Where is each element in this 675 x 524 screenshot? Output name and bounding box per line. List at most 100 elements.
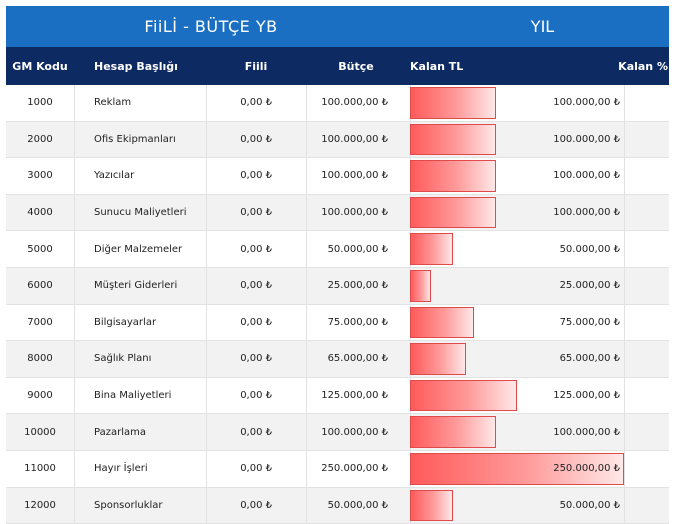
gm-code-cell: 3000	[27, 170, 53, 182]
remaining-amount-cell: 100.000,00 ₺	[553, 207, 620, 219]
account-title-cell: Diğer Malzemeler	[94, 243, 183, 255]
report-title-bar: FiiLİ - BÜTÇE YB YIL	[6, 6, 669, 47]
actual-amount-cell: 0,00 ₺	[240, 499, 272, 511]
budget-amount-cell: 100.000,00 ₺	[321, 97, 388, 109]
column-divider	[206, 267, 207, 304]
column-header-remaining-percent[interactable]: Kalan %	[618, 59, 668, 73]
account-title-cell: Pazarlama	[94, 426, 146, 438]
column-divider	[74, 85, 75, 121]
column-divider	[206, 377, 207, 414]
table-row[interactable]: 8000 Sağlık Planı 0,00 ₺ 65.000,00 ₺ 65.000,…	[6, 341, 669, 378]
table-row[interactable]: 12000 Sponsorluklar 0,00 ₺ 50.000,00 ₺ 50.00…	[6, 487, 669, 524]
column-header-actual[interactable]: Fiili	[244, 59, 268, 73]
remaining-amount-cell: 65.000,00 ₺	[559, 353, 620, 365]
column-divider	[74, 414, 75, 450]
column-divider	[624, 231, 625, 267]
account-title-cell: Sunucu Maliyetleri	[94, 207, 187, 219]
column-divider	[74, 304, 75, 341]
remaining-amount-cell: 125.000,00 ₺	[553, 390, 620, 402]
budget-amount-cell: 100.000,00 ₺	[321, 170, 388, 182]
gm-code-cell: 10000	[24, 426, 56, 438]
table-row[interactable]: 11000 Hayır İşleri 0,00 ₺ 250.000,00 ₺ 250.0…	[6, 450, 669, 488]
column-divider	[624, 377, 625, 414]
account-title-cell: Müşteri Giderleri	[94, 280, 178, 292]
remaining-data-bar	[410, 160, 496, 192]
actual-vs-budget-title: FiiLİ - BÜTÇE YB	[144, 17, 278, 36]
column-divider	[624, 194, 625, 231]
actual-amount-cell: 0,00 ₺	[240, 97, 272, 109]
column-divider	[206, 487, 207, 524]
remaining-amount-cell: 50.000,00 ₺	[559, 499, 620, 511]
remaining-data-bar	[410, 489, 453, 522]
column-divider	[624, 158, 625, 194]
budget-amount-cell: 100.000,00 ₺	[321, 426, 388, 438]
column-divider	[624, 267, 625, 304]
remaining-data-bar	[410, 306, 474, 339]
actual-amount-cell: 0,00 ₺	[240, 463, 272, 475]
column-divider	[74, 231, 75, 267]
budget-amount-cell: 125.000,00 ₺	[321, 390, 388, 402]
remaining-data-bar	[410, 123, 496, 156]
column-divider	[74, 158, 75, 194]
column-divider	[306, 194, 307, 231]
account-title-cell: Ofis Ekipmanları	[94, 133, 176, 145]
column-divider	[206, 414, 207, 450]
column-divider	[306, 414, 307, 450]
remaining-amount-cell: 100.000,00 ₺	[553, 133, 620, 145]
table-row[interactable]: 1000 Reklam 0,00 ₺ 100.000,00 ₺ 100.000,00 ₺	[6, 85, 669, 122]
column-divider	[306, 158, 307, 194]
account-title-cell: Bilgisayarlar	[94, 316, 157, 328]
remaining-data-bar	[410, 452, 624, 485]
column-divider	[206, 85, 207, 121]
table-row[interactable]: 9000 Bina Maliyetleri 0,00 ₺ 125.000,00 ₺ 12…	[6, 377, 669, 415]
column-divider	[306, 341, 307, 377]
gm-code-cell: 4000	[27, 207, 53, 219]
budget-amount-cell: 50.000,00 ₺	[327, 499, 388, 511]
table-row[interactable]: 7000 Bilgisayarlar 0,00 ₺ 75.000,00 ₺ 75.000…	[6, 304, 669, 342]
column-divider	[206, 450, 207, 487]
column-header-account-title[interactable]: Hesap Başlığı	[94, 59, 178, 73]
table-row[interactable]: 2000 Ofis Ekipmanları 0,00 ₺ 100.000,00 ₺ 10…	[6, 121, 669, 159]
table-row[interactable]: 5000 Diğer Malzemeler 0,00 ₺ 50.000,00 ₺ 50.…	[6, 231, 669, 268]
budget-table-body: 1000 Reklam 0,00 ₺ 100.000,00 ₺ 100.000,00 ₺…	[6, 85, 669, 524]
table-row[interactable]: 3000 Yazıcılar 0,00 ₺ 100.000,00 ₺ 100.000,0…	[6, 158, 669, 195]
remaining-amount-cell: 75.000,00 ₺	[559, 316, 620, 328]
remaining-data-bar	[410, 416, 496, 448]
budget-amount-cell: 50.000,00 ₺	[327, 243, 388, 255]
column-divider	[74, 341, 75, 377]
gm-code-cell: 8000	[27, 353, 53, 365]
column-divider	[306, 377, 307, 414]
column-divider	[624, 414, 625, 450]
column-divider	[206, 158, 207, 194]
remaining-data-bar	[410, 343, 466, 375]
remaining-amount-cell: 25.000,00 ₺	[559, 280, 620, 292]
budget-amount-cell: 25.000,00 ₺	[327, 280, 388, 292]
budget-amount-cell: 250.000,00 ₺	[321, 463, 388, 475]
column-header-budget[interactable]: Bütçe	[338, 59, 374, 73]
remaining-amount-cell: 50.000,00 ₺	[559, 243, 620, 255]
table-row[interactable]: 4000 Sunucu Maliyetleri 0,00 ₺ 100.000,00 ₺…	[6, 194, 669, 232]
column-divider	[624, 450, 625, 487]
column-divider	[74, 267, 75, 304]
column-divider	[74, 121, 75, 158]
column-divider	[306, 121, 307, 158]
gm-code-cell: 9000	[27, 390, 53, 402]
table-row[interactable]: 6000 Müşteri Giderleri 0,00 ₺ 25.000,00 ₺ 25…	[6, 267, 669, 305]
column-divider	[306, 450, 307, 487]
remaining-data-bar	[410, 379, 517, 412]
remaining-data-bar	[410, 269, 431, 302]
budget-amount-cell: 100.000,00 ₺	[321, 207, 388, 219]
account-title-cell: Hayır İşleri	[94, 463, 148, 475]
actual-amount-cell: 0,00 ₺	[240, 280, 272, 292]
gm-code-cell: 6000	[27, 280, 53, 292]
column-divider	[306, 85, 307, 121]
actual-amount-cell: 0,00 ₺	[240, 207, 272, 219]
column-header-remaining-tl[interactable]: Kalan TL	[410, 59, 464, 73]
account-title-cell: Bina Maliyetleri	[94, 390, 172, 402]
column-header-gm-code[interactable]: GM Kodu	[12, 59, 68, 73]
table-row[interactable]: 10000 Pazarlama 0,00 ₺ 100.000,00 ₺ 100.000,…	[6, 414, 669, 451]
column-divider	[206, 304, 207, 341]
gm-code-cell: 5000	[27, 243, 53, 255]
remaining-data-bar	[410, 233, 453, 265]
column-divider	[624, 121, 625, 158]
